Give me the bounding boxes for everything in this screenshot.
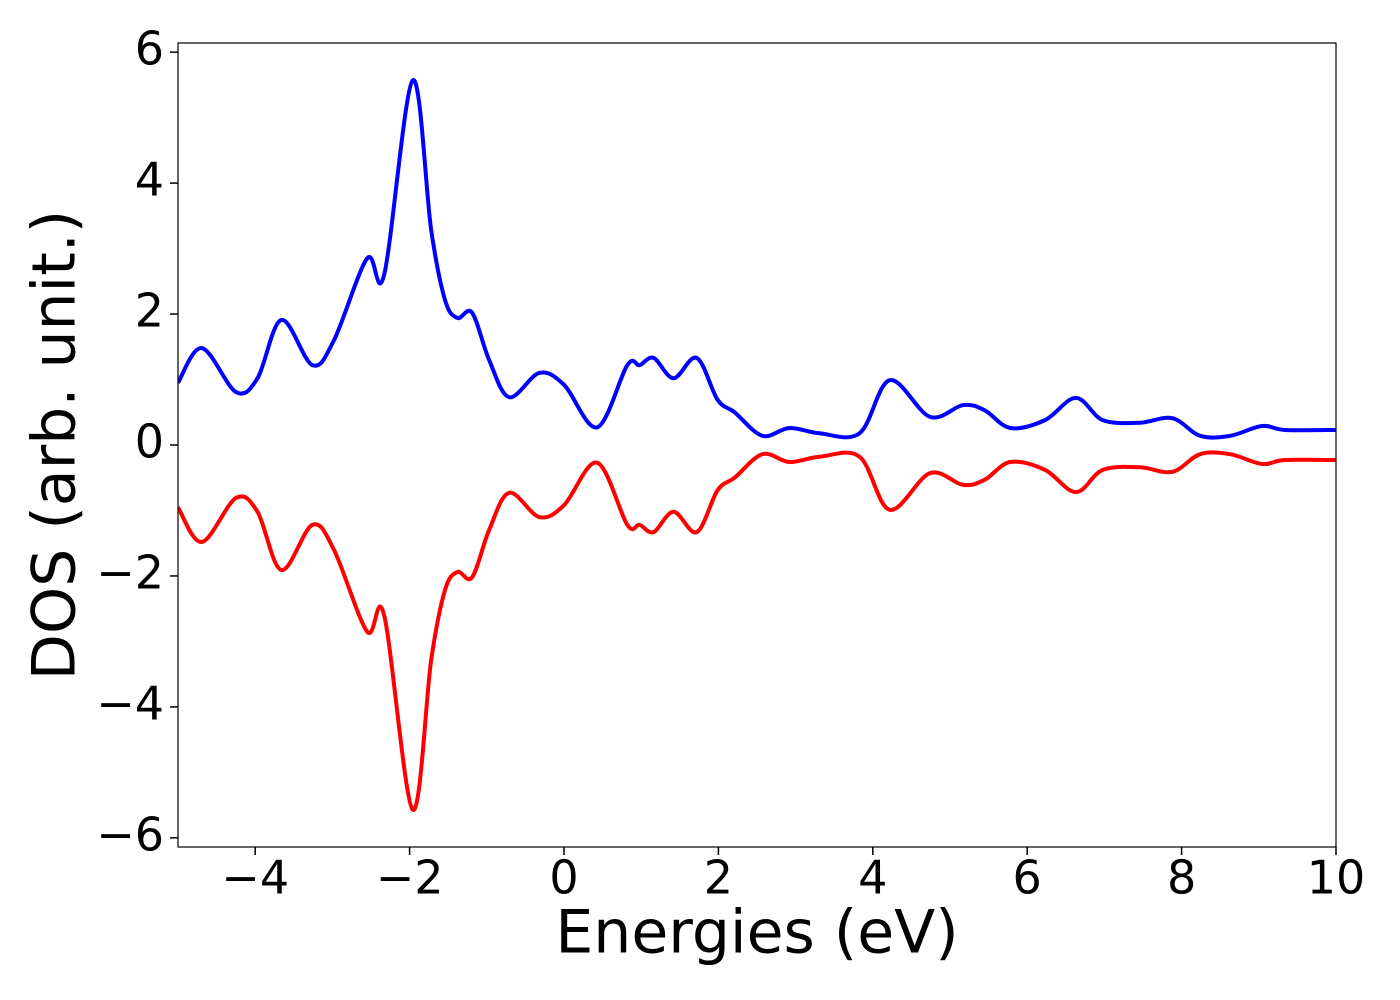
y-tick-label: 2: [135, 284, 164, 338]
y-tick-label: −6: [96, 807, 164, 861]
x-tick-label: 4: [858, 851, 887, 905]
y-tick-label: 6: [135, 22, 164, 76]
y-tick-label: −4: [96, 676, 164, 730]
x-tick-label: −2: [376, 851, 444, 905]
y-tick-label: 4: [135, 153, 164, 207]
x-tick-label: 8: [1167, 851, 1196, 905]
plot-frame: [177, 42, 1337, 848]
x-tick-label: −4: [221, 851, 289, 905]
x-tick-label: 0: [549, 851, 578, 905]
x-tick-label: 2: [704, 851, 733, 905]
dos-line: [178, 78, 1336, 440]
x-axis-label: Energies (eV): [555, 898, 958, 968]
x-tick-label: 10: [1307, 851, 1366, 905]
dos-line: [178, 450, 1336, 812]
x-tick-label: 6: [1013, 851, 1042, 905]
y-tick-label: −2: [96, 545, 164, 599]
y-axis-label: DOS (arb. unit.): [20, 210, 90, 680]
y-tick-label: 0: [135, 415, 164, 469]
